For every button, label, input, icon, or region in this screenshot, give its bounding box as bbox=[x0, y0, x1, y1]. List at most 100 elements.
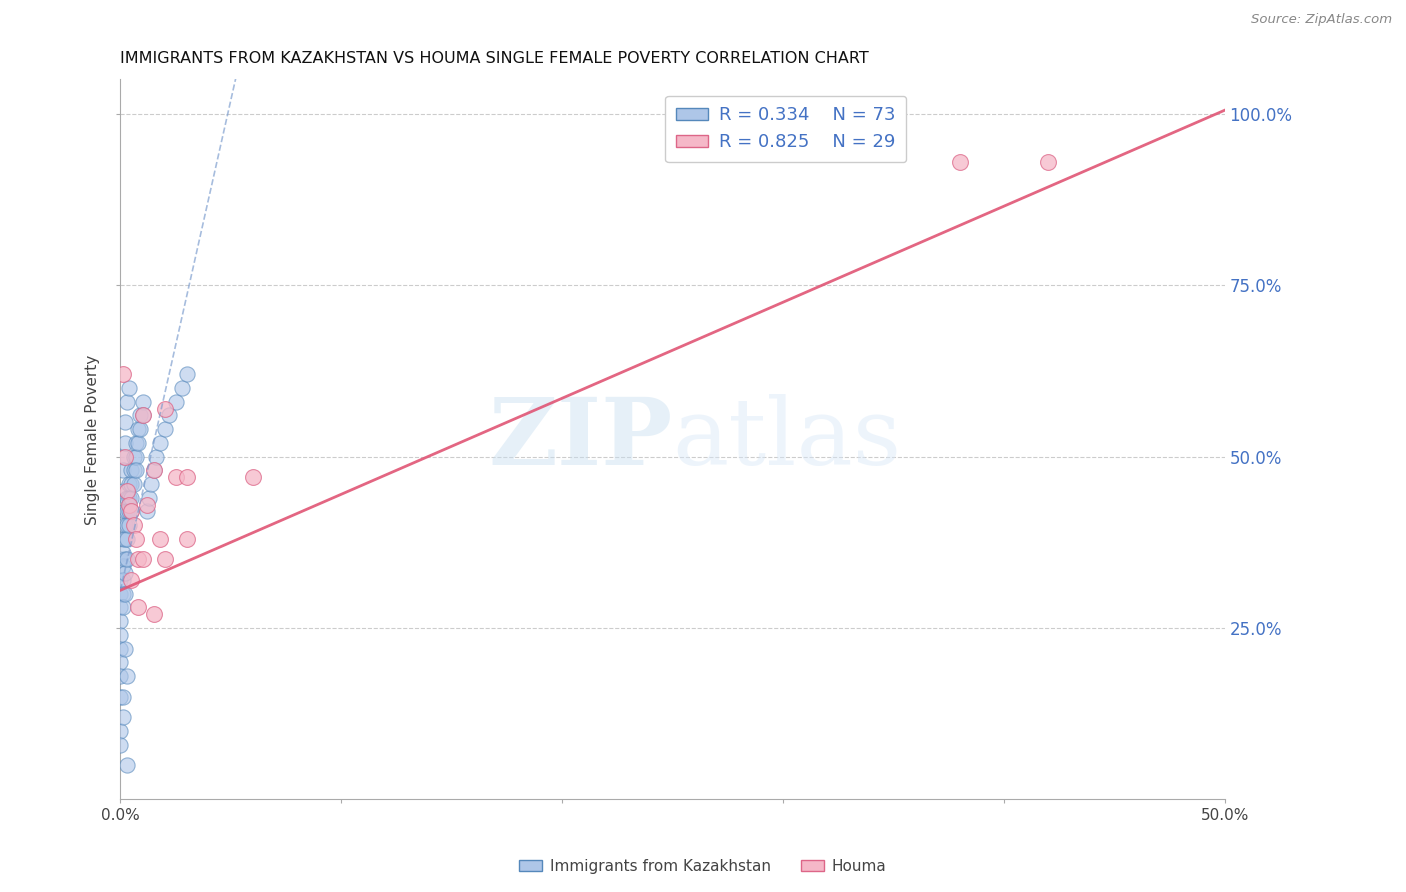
Point bbox=[121, 504, 143, 518]
Point bbox=[115, 518, 138, 533]
Text: Source: ZipAtlas.com: Source: ZipAtlas.com bbox=[1251, 13, 1392, 27]
Point bbox=[122, 477, 145, 491]
Point bbox=[111, 483, 134, 498]
Point bbox=[111, 368, 134, 382]
Point bbox=[138, 491, 160, 505]
Point bbox=[111, 450, 134, 464]
Point bbox=[136, 504, 159, 518]
Point bbox=[110, 669, 132, 683]
Point bbox=[127, 600, 149, 615]
Point bbox=[110, 655, 132, 669]
Point bbox=[242, 470, 264, 484]
Point bbox=[115, 669, 138, 683]
Point bbox=[110, 614, 132, 628]
Point bbox=[176, 368, 198, 382]
Point bbox=[111, 532, 134, 546]
Point bbox=[111, 710, 134, 724]
Point bbox=[110, 723, 132, 738]
Point bbox=[157, 409, 180, 423]
Point bbox=[110, 690, 132, 704]
Point bbox=[118, 498, 141, 512]
Point bbox=[118, 381, 141, 395]
Point bbox=[149, 435, 172, 450]
Point bbox=[114, 435, 136, 450]
Point bbox=[118, 477, 141, 491]
Point bbox=[131, 552, 153, 566]
Point bbox=[176, 532, 198, 546]
Point bbox=[111, 573, 134, 587]
Point bbox=[127, 422, 149, 436]
Point bbox=[114, 552, 136, 566]
Point bbox=[111, 587, 134, 601]
Point bbox=[121, 463, 143, 477]
Point bbox=[121, 491, 143, 505]
Point bbox=[1036, 154, 1059, 169]
Point bbox=[110, 600, 132, 615]
Point bbox=[111, 690, 134, 704]
Point bbox=[115, 491, 138, 505]
Legend: Immigrants from Kazakhstan, Houma: Immigrants from Kazakhstan, Houma bbox=[513, 853, 893, 880]
Text: IMMIGRANTS FROM KAZAKHSTAN VS HOUMA SINGLE FEMALE POVERTY CORRELATION CHART: IMMIGRANTS FROM KAZAKHSTAN VS HOUMA SING… bbox=[121, 51, 869, 66]
Point bbox=[131, 409, 153, 423]
Point bbox=[122, 518, 145, 533]
Point bbox=[115, 504, 138, 518]
Point bbox=[110, 641, 132, 656]
Point bbox=[110, 738, 132, 752]
Point bbox=[110, 628, 132, 642]
Point bbox=[165, 394, 187, 409]
Point bbox=[111, 559, 134, 574]
Point bbox=[114, 587, 136, 601]
Point bbox=[122, 463, 145, 477]
Point bbox=[110, 587, 132, 601]
Point bbox=[118, 491, 141, 505]
Point bbox=[114, 518, 136, 533]
Text: ZIP: ZIP bbox=[488, 394, 672, 484]
Point bbox=[149, 532, 172, 546]
Point bbox=[111, 545, 134, 559]
Point bbox=[142, 463, 165, 477]
Point bbox=[145, 450, 167, 464]
Point bbox=[118, 518, 141, 533]
Point bbox=[118, 504, 141, 518]
Point bbox=[141, 477, 163, 491]
Point bbox=[125, 450, 148, 464]
Point bbox=[127, 552, 149, 566]
Point bbox=[114, 641, 136, 656]
Point bbox=[125, 532, 148, 546]
Point bbox=[111, 600, 134, 615]
Point bbox=[153, 401, 176, 416]
Point bbox=[121, 477, 143, 491]
Point bbox=[129, 422, 152, 436]
Point bbox=[114, 532, 136, 546]
Text: atlas: atlas bbox=[672, 394, 901, 484]
Point bbox=[121, 504, 143, 518]
Point bbox=[114, 415, 136, 429]
Point bbox=[111, 463, 134, 477]
Point bbox=[131, 409, 153, 423]
Point bbox=[127, 435, 149, 450]
Point bbox=[110, 573, 132, 587]
Point bbox=[110, 552, 132, 566]
Point bbox=[142, 463, 165, 477]
Point bbox=[121, 573, 143, 587]
Point bbox=[153, 552, 176, 566]
Point bbox=[115, 552, 138, 566]
Point bbox=[172, 381, 194, 395]
Point bbox=[115, 483, 138, 498]
Point bbox=[142, 607, 165, 622]
Point bbox=[125, 435, 148, 450]
Point bbox=[114, 566, 136, 581]
Point bbox=[115, 394, 138, 409]
Point bbox=[122, 450, 145, 464]
Point bbox=[125, 463, 148, 477]
Point bbox=[176, 470, 198, 484]
Point bbox=[114, 450, 136, 464]
Point bbox=[114, 504, 136, 518]
Point bbox=[115, 532, 138, 546]
Point bbox=[165, 470, 187, 484]
Point bbox=[136, 498, 159, 512]
Point bbox=[131, 394, 153, 409]
Point bbox=[153, 422, 176, 436]
Legend: R = 0.334    N = 73, R = 0.825    N = 29: R = 0.334 N = 73, R = 0.825 N = 29 bbox=[665, 95, 907, 162]
Point bbox=[115, 758, 138, 772]
